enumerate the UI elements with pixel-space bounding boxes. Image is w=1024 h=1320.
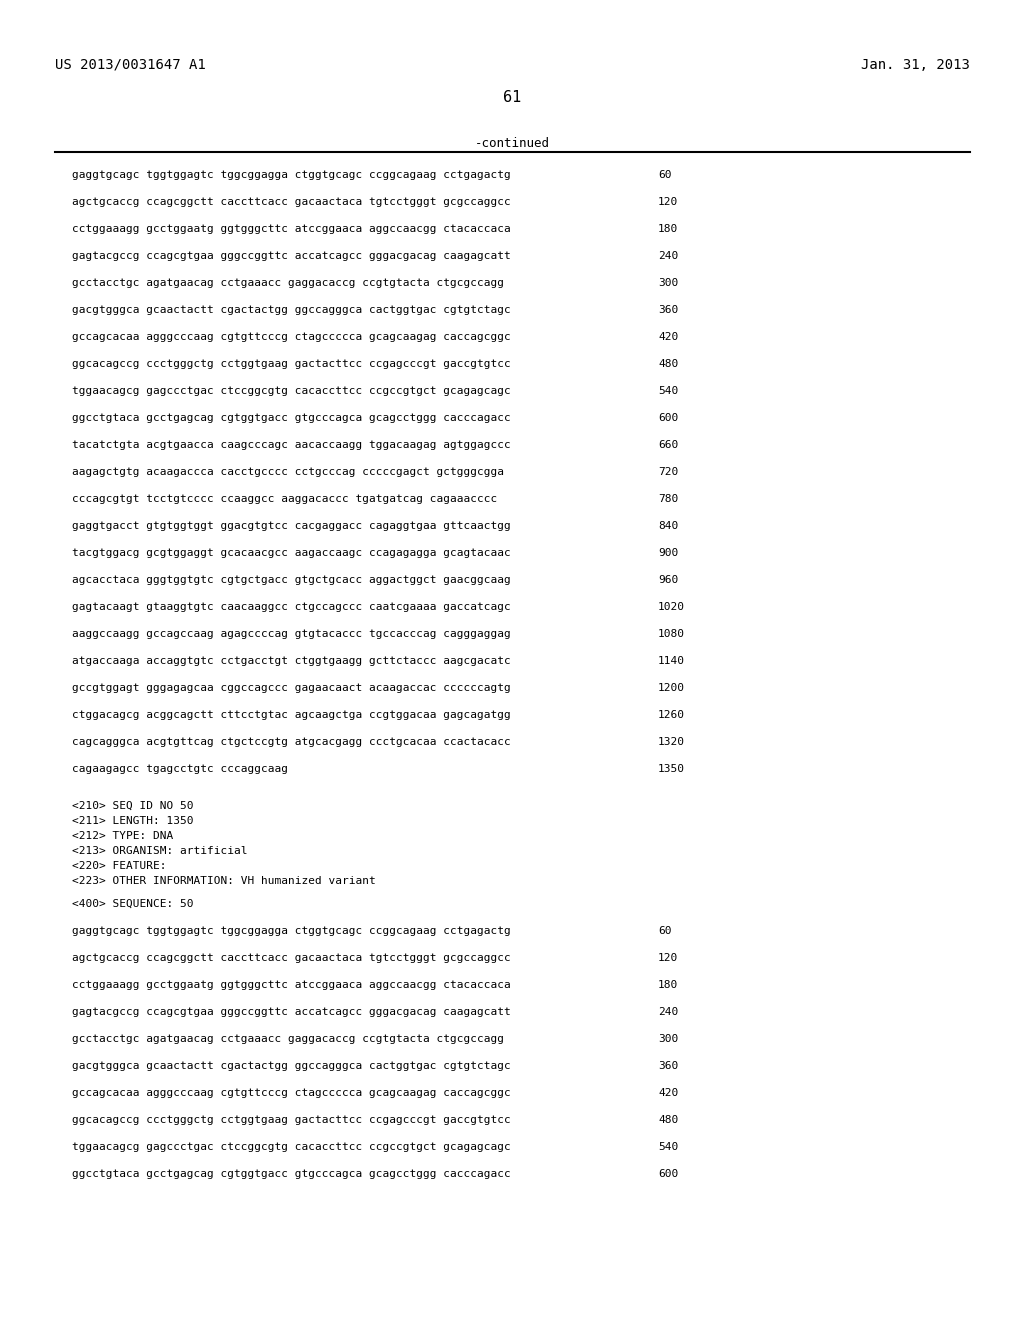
Text: gacgtgggca gcaactactt cgactactgg ggccagggca cactggtgac cgtgtctagc: gacgtgggca gcaactactt cgactactgg ggccagg… xyxy=(72,305,511,315)
Text: 840: 840 xyxy=(658,521,678,531)
Text: gccagcacaa agggcccaag cgtgttcccg ctagccccca gcagcaagag caccagcggc: gccagcacaa agggcccaag cgtgttcccg ctagccc… xyxy=(72,333,511,342)
Text: cagaagagcc tgagcctgtc cccaggcaag: cagaagagcc tgagcctgtc cccaggcaag xyxy=(72,764,288,774)
Text: cctggaaagg gcctggaatg ggtgggcttc atccggaaca aggccaacgg ctacaccaca: cctggaaagg gcctggaatg ggtgggcttc atccgga… xyxy=(72,979,511,990)
Text: agcacctaca gggtggtgtc cgtgctgacc gtgctgcacc aggactggct gaacggcaag: agcacctaca gggtggtgtc cgtgctgacc gtgctgc… xyxy=(72,576,511,585)
Text: tggaacagcg gagccctgac ctccggcgtg cacaccttcc ccgccgtgct gcagagcagc: tggaacagcg gagccctgac ctccggcgtg cacacct… xyxy=(72,385,511,396)
Text: 420: 420 xyxy=(658,333,678,342)
Text: ggcacagccg ccctgggctg cctggtgaag gactacttcc ccgagcccgt gaccgtgtcc: ggcacagccg ccctgggctg cctggtgaag gactact… xyxy=(72,1115,511,1125)
Text: tacgtggacg gcgtggaggt gcacaacgcc aagaccaagc ccagagagga gcagtacaac: tacgtggacg gcgtggaggt gcacaacgcc aagacca… xyxy=(72,548,511,558)
Text: 240: 240 xyxy=(658,251,678,261)
Text: US 2013/0031647 A1: US 2013/0031647 A1 xyxy=(55,58,206,73)
Text: gagtacgccg ccagcgtgaa gggccggttc accatcagcc gggacgacag caagagcatt: gagtacgccg ccagcgtgaa gggccggttc accatca… xyxy=(72,1007,511,1016)
Text: atgaccaaga accaggtgtc cctgacctgt ctggtgaagg gcttctaccc aagcgacatc: atgaccaaga accaggtgtc cctgacctgt ctggtga… xyxy=(72,656,511,667)
Text: aaggccaagg gccagccaag agagccccag gtgtacaccc tgccacccag cagggaggag: aaggccaagg gccagccaag agagccccag gtgtaca… xyxy=(72,630,511,639)
Text: -continued: -continued xyxy=(474,137,550,150)
Text: 1140: 1140 xyxy=(658,656,685,667)
Text: 1320: 1320 xyxy=(658,737,685,747)
Text: 480: 480 xyxy=(658,1115,678,1125)
Text: gccagcacaa agggcccaag cgtgttcccg ctagccccca gcagcaagag caccagcggc: gccagcacaa agggcccaag cgtgttcccg ctagccc… xyxy=(72,1088,511,1098)
Text: 360: 360 xyxy=(658,1061,678,1071)
Text: <223> OTHER INFORMATION: VH humanized variant: <223> OTHER INFORMATION: VH humanized va… xyxy=(72,876,376,886)
Text: <211> LENGTH: 1350: <211> LENGTH: 1350 xyxy=(72,816,194,826)
Text: 540: 540 xyxy=(658,1142,678,1152)
Text: <210> SEQ ID NO 50: <210> SEQ ID NO 50 xyxy=(72,801,194,810)
Text: cagcagggca acgtgttcag ctgctccgtg atgcacgagg ccctgcacaa ccactacacc: cagcagggca acgtgttcag ctgctccgtg atgcacg… xyxy=(72,737,511,747)
Text: 900: 900 xyxy=(658,548,678,558)
Text: <212> TYPE: DNA: <212> TYPE: DNA xyxy=(72,832,173,841)
Text: gccgtggagt gggagagcaa cggccagccc gagaacaact acaagaccac ccccccagtg: gccgtggagt gggagagcaa cggccagccc gagaaca… xyxy=(72,682,511,693)
Text: gagtacaagt gtaaggtgtc caacaaggcc ctgccagccc caatcgaaaa gaccatcagc: gagtacaagt gtaaggtgtc caacaaggcc ctgccag… xyxy=(72,602,511,612)
Text: gacgtgggca gcaactactt cgactactgg ggccagggca cactggtgac cgtgtctagc: gacgtgggca gcaactactt cgactactgg ggccagg… xyxy=(72,1061,511,1071)
Text: 1080: 1080 xyxy=(658,630,685,639)
Text: gcctacctgc agatgaacag cctgaaacc gaggacaccg ccgtgtacta ctgcgccagg: gcctacctgc agatgaacag cctgaaacc gaggacac… xyxy=(72,279,504,288)
Text: ggcctgtaca gcctgagcag cgtggtgacc gtgcccagca gcagcctggg cacccagacc: ggcctgtaca gcctgagcag cgtggtgacc gtgccca… xyxy=(72,1170,511,1179)
Text: 540: 540 xyxy=(658,385,678,396)
Text: aagagctgtg acaagaccca cacctgcccc cctgcccag cccccgagct gctgggcgga: aagagctgtg acaagaccca cacctgcccc cctgccc… xyxy=(72,467,504,477)
Text: gcctacctgc agatgaacag cctgaaacc gaggacaccg ccgtgtacta ctgcgccagg: gcctacctgc agatgaacag cctgaaacc gaggacac… xyxy=(72,1034,504,1044)
Text: 60: 60 xyxy=(658,170,672,180)
Text: 360: 360 xyxy=(658,305,678,315)
Text: <220> FEATURE:: <220> FEATURE: xyxy=(72,861,167,871)
Text: gaggtgcagc tggtggagtc tggcggagga ctggtgcagc ccggcagaag cctgagactg: gaggtgcagc tggtggagtc tggcggagga ctggtgc… xyxy=(72,170,511,180)
Text: agctgcaccg ccagcggctt caccttcacc gacaactaca tgtcctgggt gcgccaggcc: agctgcaccg ccagcggctt caccttcacc gacaact… xyxy=(72,953,511,964)
Text: gagtacgccg ccagcgtgaa gggccggttc accatcagcc gggacgacag caagagcatt: gagtacgccg ccagcgtgaa gggccggttc accatca… xyxy=(72,251,511,261)
Text: Jan. 31, 2013: Jan. 31, 2013 xyxy=(861,58,970,73)
Text: 600: 600 xyxy=(658,413,678,422)
Text: 1350: 1350 xyxy=(658,764,685,774)
Text: 660: 660 xyxy=(658,440,678,450)
Text: gaggtgacct gtgtggtggt ggacgtgtcc cacgaggacc cagaggtgaa gttcaactgg: gaggtgacct gtgtggtggt ggacgtgtcc cacgagg… xyxy=(72,521,511,531)
Text: agctgcaccg ccagcggctt caccttcacc gacaactaca tgtcctgggt gcgccaggcc: agctgcaccg ccagcggctt caccttcacc gacaact… xyxy=(72,197,511,207)
Text: ggcctgtaca gcctgagcag cgtggtgacc gtgcccagca gcagcctggg cacccagacc: ggcctgtaca gcctgagcag cgtggtgacc gtgccca… xyxy=(72,413,511,422)
Text: 120: 120 xyxy=(658,953,678,964)
Text: 420: 420 xyxy=(658,1088,678,1098)
Text: 300: 300 xyxy=(658,1034,678,1044)
Text: 180: 180 xyxy=(658,979,678,990)
Text: 240: 240 xyxy=(658,1007,678,1016)
Text: tacatctgta acgtgaacca caagcccagc aacaccaagg tggacaagag agtggagccc: tacatctgta acgtgaacca caagcccagc aacacca… xyxy=(72,440,511,450)
Text: 1200: 1200 xyxy=(658,682,685,693)
Text: ctggacagcg acggcagctt cttcctgtac agcaagctga ccgtggacaa gagcagatgg: ctggacagcg acggcagctt cttcctgtac agcaagc… xyxy=(72,710,511,719)
Text: 120: 120 xyxy=(658,197,678,207)
Text: gaggtgcagc tggtggagtc tggcggagga ctggtgcagc ccggcagaag cctgagactg: gaggtgcagc tggtggagtc tggcggagga ctggtgc… xyxy=(72,927,511,936)
Text: 1260: 1260 xyxy=(658,710,685,719)
Text: 1020: 1020 xyxy=(658,602,685,612)
Text: <400> SEQUENCE: 50: <400> SEQUENCE: 50 xyxy=(72,899,194,909)
Text: ggcacagccg ccctgggctg cctggtgaag gactacttcc ccgagcccgt gaccgtgtcc: ggcacagccg ccctgggctg cctggtgaag gactact… xyxy=(72,359,511,370)
Text: 180: 180 xyxy=(658,224,678,234)
Text: 60: 60 xyxy=(658,927,672,936)
Text: <213> ORGANISM: artificial: <213> ORGANISM: artificial xyxy=(72,846,248,855)
Text: 960: 960 xyxy=(658,576,678,585)
Text: 600: 600 xyxy=(658,1170,678,1179)
Text: 61: 61 xyxy=(503,90,521,106)
Text: 480: 480 xyxy=(658,359,678,370)
Text: 300: 300 xyxy=(658,279,678,288)
Text: cccagcgtgt tcctgtcccc ccaaggcc aaggacaccc tgatgatcag cagaaacccc: cccagcgtgt tcctgtcccc ccaaggcc aaggacacc… xyxy=(72,494,498,504)
Text: tggaacagcg gagccctgac ctccggcgtg cacaccttcc ccgccgtgct gcagagcagc: tggaacagcg gagccctgac ctccggcgtg cacacct… xyxy=(72,1142,511,1152)
Text: cctggaaagg gcctggaatg ggtgggcttc atccggaaca aggccaacgg ctacaccaca: cctggaaagg gcctggaatg ggtgggcttc atccgga… xyxy=(72,224,511,234)
Text: 720: 720 xyxy=(658,467,678,477)
Text: 780: 780 xyxy=(658,494,678,504)
